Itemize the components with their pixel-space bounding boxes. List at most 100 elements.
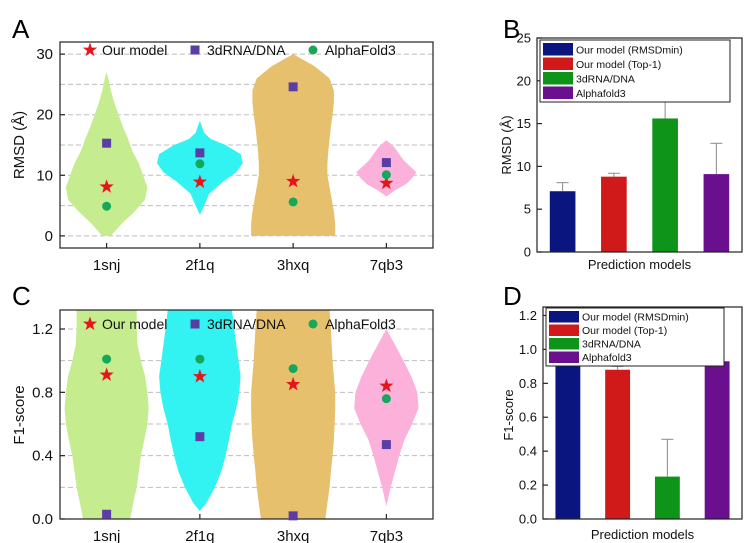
y-tick-label: 15 xyxy=(517,116,531,131)
x-tick-label: 3hxq xyxy=(277,528,310,543)
panel-label-d: D xyxy=(503,281,522,311)
legend-label: 3dRNA/DNA xyxy=(207,316,286,332)
legend-label: Our model (RMSDmin) xyxy=(576,45,683,57)
legend-swatch xyxy=(549,351,579,363)
legend-marker-circle xyxy=(308,45,318,55)
marker-square xyxy=(195,148,205,158)
y-tick-label: 1.2 xyxy=(32,321,53,338)
marker-star xyxy=(99,179,114,193)
y-tick-label: 0.0 xyxy=(519,512,537,527)
legend-label: AlphaFold3 xyxy=(325,42,396,58)
bar-2 xyxy=(654,476,680,519)
y-tick-label: 0.6 xyxy=(519,410,537,425)
legend-swatch xyxy=(543,86,573,99)
x-tick-label: 3hxq xyxy=(277,257,310,274)
marker-star xyxy=(285,173,301,188)
legend-label: 3dRNA/DNA xyxy=(576,74,635,86)
plot-frame xyxy=(59,309,434,520)
legend-label: Our model (Top-1) xyxy=(576,59,661,71)
plot-frame xyxy=(542,306,743,520)
marker-circle xyxy=(195,159,205,169)
marker-square xyxy=(195,432,205,442)
marker-circle xyxy=(381,394,391,404)
bar-1 xyxy=(605,369,631,519)
marker-star xyxy=(192,369,208,383)
legend-label: AlphaFold3 xyxy=(325,316,396,332)
panel-label-b: B xyxy=(503,14,520,44)
y-tick-label: 20 xyxy=(517,73,531,88)
bar-1 xyxy=(601,176,627,252)
panel-label-a: A xyxy=(12,14,30,44)
marker-square xyxy=(381,158,391,168)
y-tick-label: 30 xyxy=(36,46,53,63)
y-tick-label: 0 xyxy=(45,228,53,245)
violin-2f1q xyxy=(159,310,241,512)
marker-circle xyxy=(102,354,112,364)
violin-3hxq xyxy=(251,310,336,519)
y-tick-label: 10 xyxy=(36,167,53,184)
x-axis-title: Prediction models xyxy=(588,257,692,272)
legend-swatch xyxy=(543,43,573,56)
marker-star xyxy=(379,378,394,393)
bar-2 xyxy=(652,118,678,253)
legend-label: Alphafold3 xyxy=(576,88,626,100)
x-tick-label: 2f1q xyxy=(185,528,214,543)
chart-b-rmsd-bars: 0 5 10 15 20 25 Prediction models RMSD (Å) Our m… xyxy=(499,31,743,272)
legend-label: Our model (Top-1) xyxy=(582,325,667,337)
y-axis-title: RMSD (Å) xyxy=(499,115,514,174)
legend-label: 3dRNA/DNA xyxy=(582,339,641,351)
x-tick-label: 1snj xyxy=(93,257,121,274)
plot-frame xyxy=(536,37,743,253)
violin-7qb3 xyxy=(354,329,419,507)
legend-marker-star xyxy=(82,42,98,57)
plot-frame xyxy=(59,41,434,249)
violin-7qb3 xyxy=(356,140,417,197)
bar-0 xyxy=(555,361,581,519)
marker-square xyxy=(381,440,391,450)
legend-marker-square xyxy=(190,45,200,55)
y-tick-label: 0.8 xyxy=(519,376,537,391)
bar-3 xyxy=(704,361,730,519)
legend-swatch xyxy=(543,57,573,70)
y-tick-label: 0.4 xyxy=(32,448,53,465)
violin-1snj xyxy=(65,72,148,236)
y-tick-label: 10 xyxy=(517,159,531,174)
legend-swatch xyxy=(549,338,579,350)
legend-swatch xyxy=(549,324,579,336)
x-tick-label: 7qb3 xyxy=(370,257,403,274)
marker-circle xyxy=(102,201,112,211)
bar-3 xyxy=(703,174,730,252)
y-tick-label: 25 xyxy=(517,31,531,46)
y-axis-title: F1-score xyxy=(11,385,28,444)
y-tick-label: 0.0 xyxy=(32,511,53,528)
marker-square xyxy=(102,509,112,519)
y-tick-label: 0.2 xyxy=(519,478,537,493)
y-axis-title: RMSD (Å) xyxy=(11,111,28,179)
violin-1snj xyxy=(64,310,149,519)
marker-circle xyxy=(381,170,391,180)
bar-0 xyxy=(549,191,576,252)
y-tick-label: 1.2 xyxy=(519,308,537,323)
x-tick-label: 1snj xyxy=(93,528,121,543)
legend-swatch xyxy=(543,72,573,85)
chart-c-f1-violin: 0.0 0.4 0.8 1.2 1snj 2f1q 3hxq 7qb3 F1-score Our … xyxy=(11,309,434,543)
violin-3hxq xyxy=(251,54,336,236)
marker-square xyxy=(102,138,112,148)
legend-label: Alphafold3 xyxy=(582,352,632,364)
x-tick-label: 2f1q xyxy=(185,257,214,274)
legend-marker-star xyxy=(82,316,98,331)
y-tick-label: 20 xyxy=(36,107,53,124)
legend-label: Our model xyxy=(102,42,167,58)
legend-swatch xyxy=(549,311,579,323)
panel-label-c: C xyxy=(12,281,31,311)
legend-label: Our model (RMSDmin) xyxy=(582,312,689,324)
x-tick-label: 7qb3 xyxy=(370,528,403,543)
legend-marker-circle xyxy=(308,319,318,329)
marker-circle xyxy=(288,364,298,374)
chart-a-rmsd-violin: 0 10 20 30 1snj 2f1q 3hxq 7qb3 RMSD (Å) Our model… xyxy=(11,41,434,274)
marker-star xyxy=(192,174,208,189)
legend-label: 3dRNA/DNA xyxy=(207,42,286,58)
x-axis-title: Prediction models xyxy=(591,527,695,542)
y-tick-label: 1.0 xyxy=(519,342,537,357)
